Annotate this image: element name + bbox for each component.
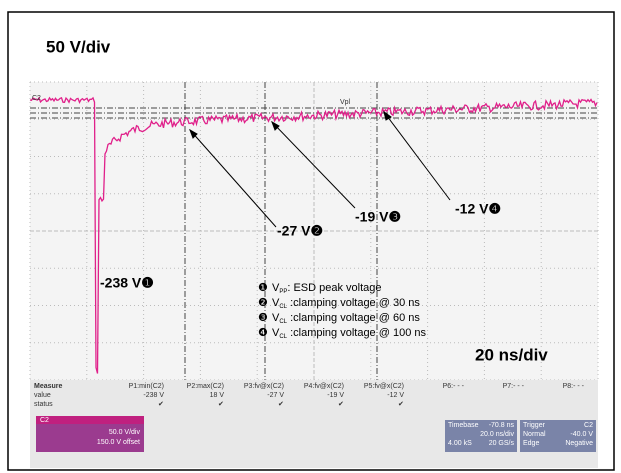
timebase-box: [445, 420, 517, 452]
param-value: -19 V: [327, 392, 344, 399]
channel-header: [36, 416, 144, 424]
channel-name: C2: [40, 417, 49, 424]
legend-mark: ❷: [258, 297, 268, 309]
legend-symbol: V: [272, 327, 280, 339]
param-value: 18 V: [210, 392, 225, 399]
trigger-slope: Negative: [565, 440, 593, 447]
legend-mark: ❹: [258, 327, 268, 339]
legend-symbol: V: [272, 312, 280, 324]
trigger-mode: Normal: [523, 431, 546, 438]
timebase-tdiv: 20.0 ns/div: [480, 431, 514, 438]
annotation: -19 V❸: [355, 209, 401, 225]
row-label: status: [34, 401, 53, 408]
param: P8:- - -: [563, 383, 585, 390]
annotation: -27 V❷: [277, 223, 323, 239]
legend-desc: :clamping voltage @ 60 ns: [287, 312, 420, 324]
param-status: ✔: [218, 401, 224, 408]
legend-text: VCL :clamping voltage @ 100 ns: [272, 327, 426, 340]
waveform: [29, 96, 598, 374]
legend-symbol: V: [272, 282, 280, 294]
param: P6:- - -: [443, 383, 465, 390]
legend-sub: CL: [279, 304, 287, 310]
measure-table: Measure value status P1:min(C2) -238 V ✔ P2:ma…: [34, 383, 585, 408]
row-label: value: [34, 392, 51, 399]
volt-div: 50 V/div: [46, 37, 111, 56]
legend-text: VCL :clamping voltage @ 30 ns: [272, 297, 420, 310]
trigger-level: -40.0 V: [570, 431, 593, 438]
timebase-label: Timebase: [448, 422, 479, 429]
param: P1:min(C2): [129, 383, 164, 390]
param-value: -27 V: [267, 392, 284, 399]
legend-symbol: V: [272, 297, 280, 309]
trigger-source: C2: [584, 422, 593, 429]
timebase-rate: 20 GS/s: [489, 440, 515, 447]
legend-mark: ❶: [258, 282, 268, 294]
time-div: 20 ns/div: [475, 345, 548, 364]
param: P2:max(C2): [187, 383, 224, 390]
timebase-delay: -70.8 ns: [489, 422, 515, 429]
legend-desc: :clamping voltage @ 30 ns: [287, 297, 420, 309]
legend-text: VCL :clamping voltage @ 60 ns: [272, 312, 420, 325]
param-status: ✔: [338, 401, 344, 408]
row-label: Measure: [34, 383, 63, 390]
channel-vdiv: 50.0 V/div: [109, 429, 141, 436]
trigger-label: Trigger: [523, 422, 546, 429]
param: P5:fv@x(C2): [364, 383, 404, 390]
annotation: -12 V❹: [455, 201, 501, 217]
channel-tag: C2: [32, 95, 41, 102]
arrows: [189, 110, 451, 228]
legend-sub: PP: [279, 289, 287, 295]
timebase-samples: 4.00 kS: [448, 440, 472, 447]
param-status: ✔: [278, 401, 284, 408]
param: P7:- - -: [503, 383, 525, 390]
trigger-box: [520, 420, 596, 452]
param-value: -238 V: [143, 392, 164, 399]
channel-offset: 150.0 V offset: [97, 439, 140, 446]
param-status: ✔: [398, 401, 404, 408]
legend-desc: :clamping voltage @ 100 ns: [287, 327, 426, 339]
legend-sub: CL: [279, 319, 287, 325]
param: P4:fv@x(C2): [304, 383, 344, 390]
legend-desc: : ESD peak voltage: [287, 282, 381, 294]
cursor-tag: Vpl: [340, 99, 351, 106]
legend-mark: ❸: [258, 312, 268, 324]
trigger-type: Edge: [523, 440, 539, 447]
param-value: -12 V: [387, 392, 404, 399]
param-status: ✔: [158, 401, 164, 408]
legend-sub: CL: [279, 334, 287, 340]
annotation: -238 V❶: [100, 275, 154, 291]
legend-text: VPP: ESD peak voltage: [272, 282, 382, 295]
param: P3:fv@x(C2): [244, 383, 284, 390]
